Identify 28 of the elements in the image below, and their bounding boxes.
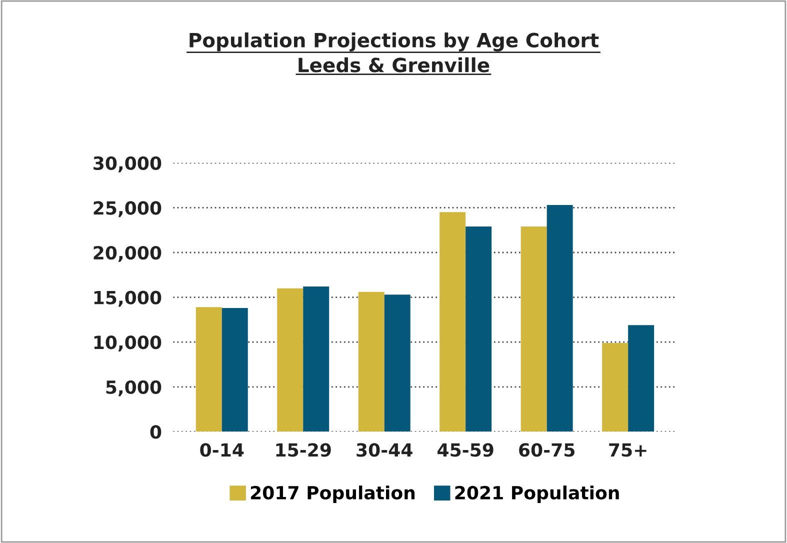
bar (358, 292, 384, 432)
bar (222, 308, 248, 432)
y-tick-label: 0 (150, 425, 162, 439)
x-tick-label: 45-59 (438, 443, 494, 457)
x-tick-label: 60-75 (519, 443, 574, 457)
bar (196, 307, 222, 432)
bar (466, 226, 492, 432)
legend-label: 2017 Population (250, 486, 415, 504)
x-tick-label: 30-44 (356, 443, 412, 457)
y-tick-label: 30,000 (94, 156, 162, 172)
bar (384, 294, 410, 432)
y-tick-label: 5,000 (106, 380, 162, 396)
x-tick-label: 15-29 (276, 443, 331, 457)
chart-title: Population Projections by Age Cohort Leeds & Grenville (190, 32, 599, 72)
y-tick-label: 25,000 (94, 201, 162, 218)
y-tick-label: 15,000 (94, 290, 162, 307)
y-tick-label: 20,000 (94, 246, 162, 262)
bar (303, 286, 330, 432)
bar (628, 325, 654, 432)
x-tick-label: 75+ (609, 443, 646, 457)
y-tick-label: 10,000 (94, 336, 162, 352)
x-tick-label: 0-14 (200, 443, 244, 457)
bar (520, 226, 547, 432)
legend-label: 2021 Population (455, 486, 619, 504)
bar (602, 342, 628, 432)
bar (440, 212, 466, 432)
bar (277, 288, 304, 432)
bar (546, 205, 573, 432)
